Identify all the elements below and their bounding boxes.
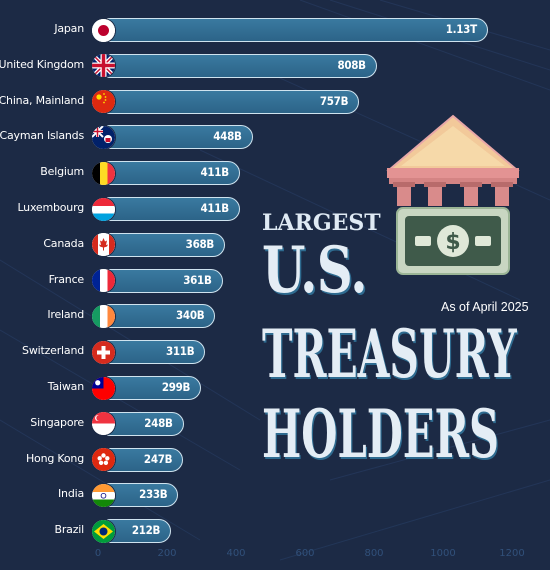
category-label: Singapore [30,415,84,429]
data-label: 361B [183,272,212,287]
data-label: 299B [161,380,191,394]
data-label: 757B [319,93,349,108]
data-label: 233B [139,487,168,502]
bar: 1.13T [98,18,488,42]
category-label: Japan [54,22,84,35]
china-flag-icon [92,90,115,114]
brazil-flag-icon [92,519,115,543]
data-label: 808B [337,57,366,72]
bar: 368B [98,232,225,257]
title-holders: HOLDERS [262,395,500,473]
data-label: 212B [131,523,161,538]
category-label: France [48,272,85,286]
data-label: 248B [144,415,173,430]
switzerland-flag-icon [92,340,115,364]
taiwan-flag-icon [92,376,115,400]
japan-flag-icon [92,18,115,42]
bar: 757B [98,89,360,114]
data-label: 448B [213,129,242,144]
category-label: Taiwan [47,380,84,393]
data-label: 411B [200,165,230,180]
subtitle-date: As of April 2025 [441,300,529,314]
bank-building-icon: $ [386,114,520,275]
category-label: Ireland [47,308,84,322]
category-label: Luxembourg [17,201,84,214]
bar: 299B [98,376,202,400]
data-label: 247B [143,451,173,466]
india-flag-icon [92,483,115,507]
data-label: 368B [185,236,215,251]
data-label: 311B [166,344,195,359]
category-label: United Kingdom [0,57,84,71]
x-tick-label: 400 [226,548,246,559]
bar: 411B [98,161,240,186]
x-tick-label: 0 [94,548,102,559]
bar: 411B [98,197,240,221]
luxembourg-flag-icon [92,197,115,221]
x-tick-label: 1000 [430,548,456,559]
category-label: Cayman Islands [0,129,84,143]
data-label: 340B [176,308,205,323]
bar: 340B [98,304,216,329]
bar: 448B [98,125,253,150]
svg-text:$: $ [445,230,460,255]
category-label: China, Mainland [0,93,84,107]
category-label: Hong Kong [25,451,84,465]
hong-kong-flag-icon [92,448,115,472]
data-label: 411B [200,201,230,215]
category-label: Belgium [40,165,84,179]
x-tick-label: 200 [157,548,177,559]
title-largest: LARGEST [262,210,381,236]
cayman-islands-flag-icon [92,125,115,149]
canada-flag-icon [92,233,115,257]
title-treasury: TREASURY [262,315,517,393]
bar: 808B [98,53,377,78]
x-tick-label: 1200 [499,548,525,559]
category-label: Switzerland [22,344,84,358]
belgium-flag-icon [92,161,115,185]
bar: 361B [98,268,223,293]
singapore-flag-icon [92,412,115,436]
bar: 311B [98,340,206,365]
data-label: 1.13T [445,22,477,36]
x-tick-label: 800 [364,548,384,559]
france-flag-icon [92,269,115,293]
category-label: India [58,487,84,501]
category-label: Canada [43,236,84,250]
x-tick-label: 600 [295,548,315,559]
category-label: Brazil [54,523,85,537]
ireland-flag-icon [92,304,115,328]
title-us: U.S. [262,233,368,308]
dollar-bill-icon: $ [396,207,510,275]
